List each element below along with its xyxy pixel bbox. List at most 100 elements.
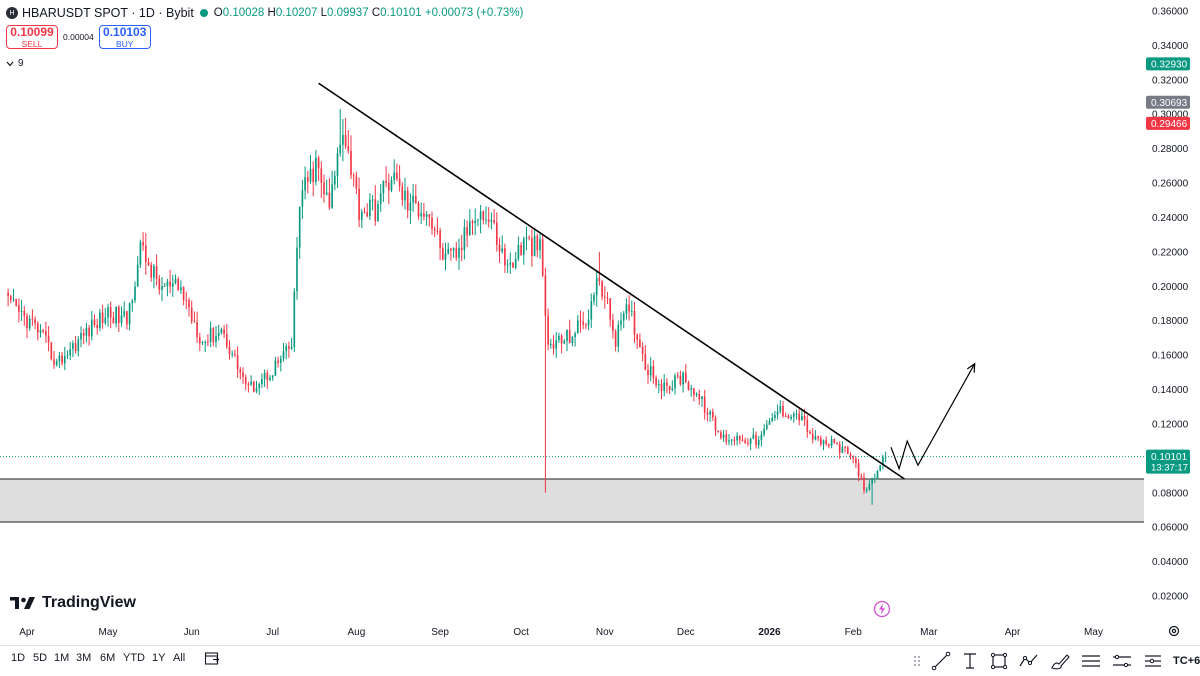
candle <box>609 297 612 327</box>
candle <box>625 298 628 320</box>
price-tick-label: 0.22000 <box>1152 247 1189 258</box>
candle <box>760 430 763 447</box>
time-tick-label: May <box>99 627 118 638</box>
sell-price: 0.10099 <box>10 25 54 39</box>
drag-handle-icon[interactable] <box>912 654 922 668</box>
candle <box>655 375 657 389</box>
candle <box>709 409 711 422</box>
drawings-layer[interactable] <box>0 82 1144 480</box>
timeframe-5d[interactable]: 5D <box>33 652 48 664</box>
candle <box>153 263 155 289</box>
svg-text:0.29466: 0.29466 <box>1151 119 1188 130</box>
timeframe-1d[interactable]: 1D <box>11 652 26 664</box>
candle <box>417 201 420 220</box>
indicators-toggle[interactable]: 9 <box>6 58 24 69</box>
candle <box>477 218 479 227</box>
candle <box>306 170 309 194</box>
candle <box>871 477 873 505</box>
candle <box>825 436 828 447</box>
timeframe-1y[interactable]: 1Y <box>152 652 166 664</box>
buy-price: 0.10103 <box>103 25 147 39</box>
timeframe-ytd[interactable]: YTD <box>123 652 145 664</box>
candle <box>612 313 614 339</box>
time-axis[interactable]: Apr May Jun Jul Aug Sep Oct Nov Dec 2026 Feb Mar Apr… <box>19 627 1103 638</box>
price-badge[interactable]: 0.29466 <box>1146 116 1190 130</box>
candle <box>96 318 99 335</box>
date-range-icon[interactable] <box>204 650 220 666</box>
candle <box>193 311 196 323</box>
candle <box>447 242 450 255</box>
candle <box>474 208 477 236</box>
time-tick-label: 2026 <box>758 627 781 638</box>
candle <box>504 243 506 273</box>
timeframe-6m[interactable]: 6M <box>100 652 116 664</box>
candle <box>593 292 595 306</box>
candle <box>282 342 285 362</box>
buy-button[interactable]: 0.10103 BUY <box>98 25 151 49</box>
price-badge[interactable]: 0.30693 <box>1146 95 1190 109</box>
timeframe-3m[interactable]: 3M <box>76 652 92 664</box>
candle <box>263 369 266 387</box>
candle <box>9 294 12 304</box>
candle <box>190 300 193 325</box>
text-cursor-icon[interactable] <box>960 651 980 671</box>
candle <box>668 385 671 395</box>
candle <box>188 297 190 317</box>
rectangle-icon[interactable] <box>989 651 1009 671</box>
candle <box>47 326 50 352</box>
candle <box>752 428 755 440</box>
candle <box>18 298 20 323</box>
candle <box>714 415 717 436</box>
settings-icon[interactable] <box>1167 624 1181 638</box>
price-axis[interactable]: 0.36000 0.34000 0.32000 0.30000 0.28000 0.260… <box>1144 0 1200 620</box>
lightning-icon[interactable] <box>873 600 891 618</box>
projection-path[interactable] <box>890 363 976 471</box>
candle <box>795 409 798 420</box>
measure-icon[interactable] <box>1111 651 1133 671</box>
candle <box>722 430 725 442</box>
timeframe-all[interactable]: All <box>173 652 186 664</box>
change-value: +0.00073 (+0.73%) <box>424 7 524 19</box>
sell-button[interactable]: 0.10099 SELL <box>6 25 58 49</box>
candle <box>304 166 306 200</box>
trend-line-icon[interactable] <box>931 651 951 671</box>
candle <box>144 233 147 275</box>
candle <box>317 155 320 181</box>
candle <box>374 185 377 226</box>
candle <box>312 161 315 197</box>
candle <box>876 470 879 480</box>
trendline[interactable] <box>318 82 905 480</box>
candle <box>522 236 525 265</box>
compare-icon[interactable] <box>1142 651 1164 671</box>
candle <box>614 329 617 352</box>
timeframe-1m[interactable]: 1M <box>54 652 70 664</box>
candle <box>436 217 439 235</box>
close-value: 0.10101 <box>380 7 422 19</box>
candle <box>120 306 123 327</box>
brush-icon[interactable] <box>1049 651 1071 671</box>
candle <box>333 170 336 191</box>
candle <box>72 340 74 358</box>
candle <box>455 241 458 261</box>
price-chart[interactable]: 0.36000 0.34000 0.32000 0.30000 0.28000 0.260… <box>0 0 1200 645</box>
projection-arrowhead <box>966 362 976 373</box>
candle <box>74 336 77 354</box>
candles-layer <box>7 109 887 505</box>
candle <box>790 414 792 421</box>
support-zone[interactable] <box>0 479 1144 523</box>
symbol-title[interactable]: HBARUSDT SPOT · 1D · Bybit <box>22 6 194 20</box>
candle <box>509 252 512 274</box>
candle <box>528 235 531 241</box>
timezone-label[interactable]: TC+6 <box>1173 654 1200 667</box>
candle <box>552 335 555 355</box>
tradingview-logo-icon <box>10 597 35 609</box>
pattern-icon[interactable] <box>1018 651 1040 671</box>
candle <box>358 177 360 228</box>
candle <box>239 366 242 380</box>
fib-icon[interactable] <box>1080 651 1102 671</box>
price-tick-label: 0.32000 <box>1152 75 1189 86</box>
price-badge[interactable]: 0.32930 <box>1146 57 1190 71</box>
tradingview-brand[interactable]: TradingView <box>10 594 136 612</box>
candle <box>347 130 350 154</box>
